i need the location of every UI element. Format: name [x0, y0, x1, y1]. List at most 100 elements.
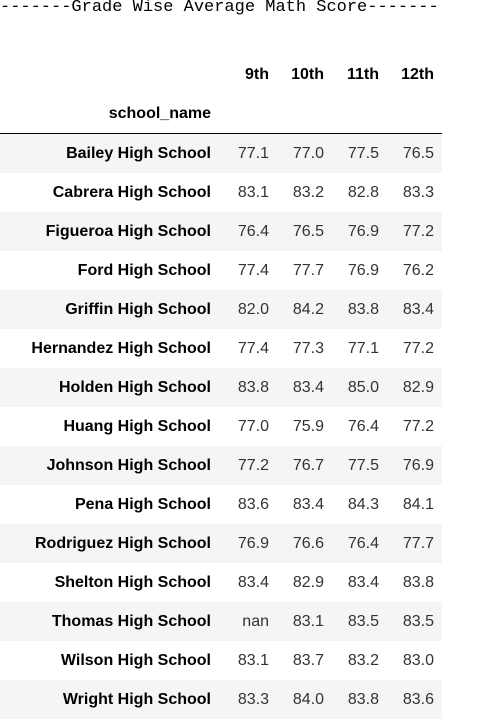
score-cell: 77.1: [347, 339, 379, 357]
score-cell: 82.9: [292, 573, 324, 591]
score-cell: 76.5: [402, 144, 434, 162]
score-cell: 83.4: [292, 378, 324, 396]
score-cell: 76.2: [402, 261, 434, 279]
school-name-cell: Pena High School: [74, 495, 211, 513]
score-cell: 83.7: [292, 651, 324, 669]
score-cell: 83.5: [347, 612, 379, 630]
score-cell: 83.3: [402, 183, 434, 201]
score-cell: 83.6: [402, 690, 434, 708]
score-cell: 83.2: [292, 183, 324, 201]
score-cell: 77.1: [237, 144, 269, 162]
score-cell: 76.6: [292, 534, 324, 552]
score-cell: nan: [242, 612, 269, 630]
empty-header-cell: [332, 94, 387, 134]
score-cell: 83.1: [237, 183, 269, 201]
score-cell: 85.0: [347, 378, 379, 396]
table-header: 9th 10th 11th 12th school_name: [0, 55, 442, 134]
score-cell: 83.0: [402, 651, 434, 669]
score-cell: 76.9: [347, 222, 379, 240]
score-cell: 77.2: [402, 339, 434, 357]
score-cell: 77.4: [237, 261, 269, 279]
score-cell: 83.2: [347, 651, 379, 669]
school-name-cell: Ford High School: [77, 261, 211, 279]
empty-header-cell: [387, 94, 442, 134]
score-cell: 76.5: [292, 222, 324, 240]
score-cell: 82.8: [347, 183, 379, 201]
empty-header-cell: [277, 94, 332, 134]
score-cell: 82.9: [402, 378, 434, 396]
table-row: Huang High School 77.0 75.9 76.4 77.2: [0, 407, 442, 446]
school-name-cell: Rodriguez High School: [35, 534, 211, 552]
score-cell: 84.0: [292, 690, 324, 708]
score-cell: 77.3: [292, 339, 324, 357]
score-cell: 84.1: [402, 495, 434, 513]
score-cell: 77.0: [237, 417, 269, 435]
table-row: Griffin High School 82.0 84.2 83.8 83.4: [0, 290, 442, 329]
score-cell: 77.5: [347, 144, 379, 162]
school-name-cell: Griffin High School: [65, 300, 211, 318]
table-row: Figueroa High School 76.4 76.5 76.9 77.2: [0, 212, 442, 251]
score-cell: 76.9: [347, 261, 379, 279]
score-cell: 83.4: [237, 573, 269, 591]
table-row: Hernandez High School 77.4 77.3 77.1 77.2: [0, 329, 442, 368]
score-cell: 76.9: [402, 456, 434, 474]
table-row: Wilson High School 83.1 83.7 83.2 83.0: [0, 641, 442, 680]
score-cell: 77.0: [292, 144, 324, 162]
school-name-cell: Hernandez High School: [31, 339, 211, 357]
score-cell: 77.2: [402, 417, 434, 435]
table-row: Shelton High School 83.4 82.9 83.4 83.8: [0, 563, 442, 602]
score-cell: 83.1: [292, 612, 324, 630]
score-cell: 76.7: [292, 456, 324, 474]
table-row: Holden High School 83.8 83.4 85.0 82.9: [0, 368, 442, 407]
table-body: Bailey High School 77.1 77.0 77.5 76.5 Cabrer…: [0, 133, 442, 719]
column-header: 10th: [291, 65, 324, 83]
empty-header-cell: [222, 94, 277, 134]
score-cell: 83.4: [292, 495, 324, 513]
score-cell: 83.3: [237, 690, 269, 708]
score-cell: 76.4: [237, 222, 269, 240]
table-row: Cabrera High School 83.1 83.2 82.8 83.3: [0, 173, 442, 212]
score-cell: 77.7: [292, 261, 324, 279]
score-cell: 83.6: [237, 495, 269, 513]
output-banner: -------Grade Wise Average Math Score----…: [0, 0, 439, 17]
score-cell: 83.8: [237, 378, 269, 396]
table-row: Wright High School 83.3 84.0 83.8 83.6: [0, 680, 442, 719]
score-cell: 83.4: [402, 300, 434, 318]
column-header: 9th: [245, 65, 269, 83]
score-cell: 83.8: [402, 573, 434, 591]
dataframe-table: 9th 10th 11th 12th school_name Bailey Hi…: [0, 55, 442, 719]
score-cell: 84.3: [347, 495, 379, 513]
score-cell: 76.4: [347, 417, 379, 435]
score-cell: 77.4: [237, 339, 269, 357]
school-name-cell: Wilson High School: [60, 651, 211, 669]
school-name-cell: Johnson High School: [46, 456, 211, 474]
score-cell: 83.4: [347, 573, 379, 591]
index-name: school_name: [0, 94, 222, 134]
index-corner: [0, 55, 222, 94]
school-name-cell: Holden High School: [59, 378, 211, 396]
score-cell: 76.4: [347, 534, 379, 552]
index-name-row: school_name: [0, 94, 442, 134]
table-row: Ford High School 77.4 77.7 76.9 76.2: [0, 251, 442, 290]
school-name-cell: Cabrera High School: [52, 183, 211, 201]
score-cell: 77.7: [402, 534, 434, 552]
school-name-cell: Figueroa High School: [45, 222, 211, 240]
school-name-cell: Shelton High School: [54, 573, 211, 591]
school-name-cell: Wright High School: [62, 690, 211, 708]
score-cell: 83.8: [347, 690, 379, 708]
table-row: Rodriguez High School 76.9 76.6 76.4 77.7: [0, 524, 442, 563]
table-row: Pena High School 83.6 83.4 84.3 84.1: [0, 485, 442, 524]
score-cell: 83.5: [402, 612, 434, 630]
school-name-cell: Bailey High School: [66, 144, 211, 162]
column-header-row: 9th 10th 11th 12th: [0, 55, 442, 94]
score-cell: 75.9: [292, 417, 324, 435]
table-row: Thomas High School nan 83.1 83.5 83.5: [0, 602, 442, 641]
score-cell: 82.0: [237, 300, 269, 318]
column-header: 12th: [401, 65, 434, 83]
score-cell: 83.1: [237, 651, 269, 669]
school-name-cell: Huang High School: [63, 417, 211, 435]
score-cell: 84.2: [292, 300, 324, 318]
table-row: Johnson High School 77.2 76.7 77.5 76.9: [0, 446, 442, 485]
table-row: Bailey High School 77.1 77.0 77.5 76.5: [0, 133, 442, 173]
school-name-cell: Thomas High School: [51, 612, 211, 630]
